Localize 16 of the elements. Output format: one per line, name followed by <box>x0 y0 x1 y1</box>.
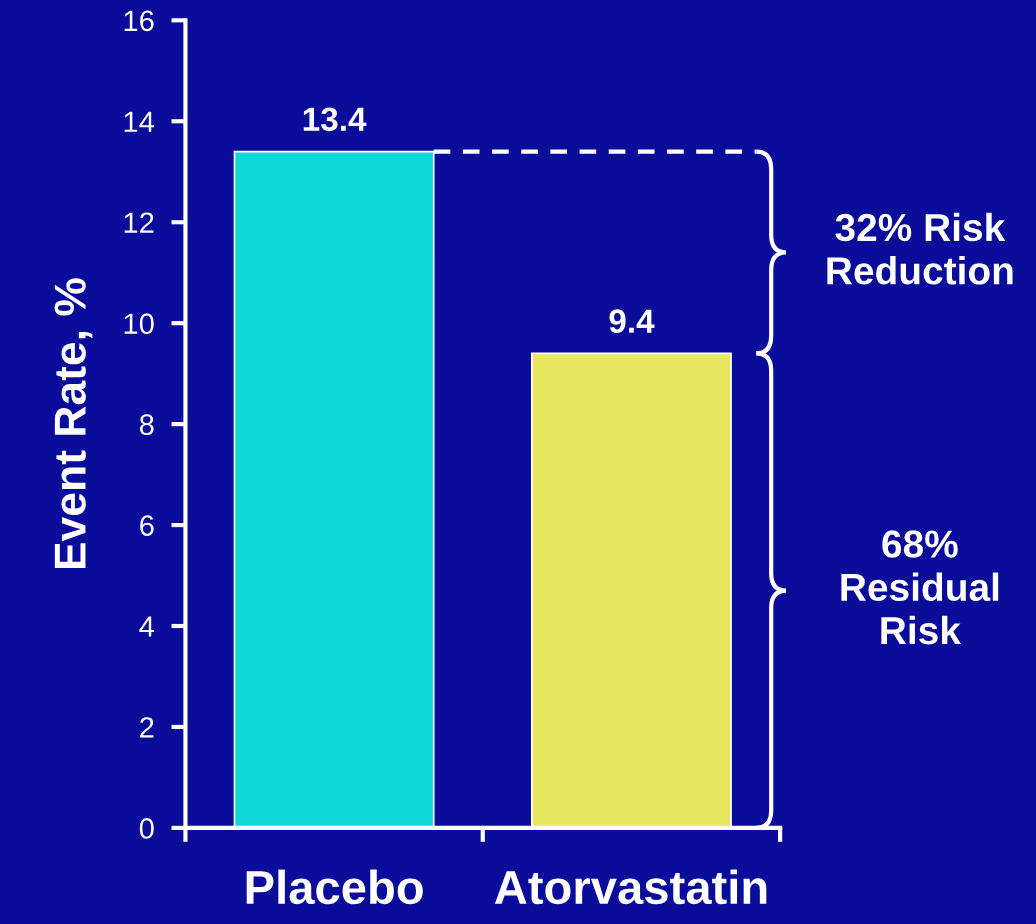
y-tick-label: 0 <box>139 818 154 839</box>
y-tick-label: 14 <box>124 111 155 132</box>
y-tick-label: 12 <box>124 212 154 233</box>
y-tick-label: 2 <box>140 717 154 738</box>
text: 68% Residual Risk <box>841 530 999 645</box>
data-label: 13.4 <box>303 107 367 132</box>
data-label: 9.4 <box>609 309 655 333</box>
y-tick-label: 10 <box>124 313 154 335</box>
x-tick-label: Atorvastatin <box>494 869 767 905</box>
y-tick-label: 6 <box>140 515 154 536</box>
y-tick-label: 8 <box>139 414 154 435</box>
y-tick-label: 16 <box>124 10 154 32</box>
y-axis-title: Event Rate, % <box>54 278 93 569</box>
x-tick-label: Placebo <box>246 869 423 905</box>
y-tick-label: 4 <box>139 616 155 637</box>
text: 32% Risk Reduction <box>827 212 1013 285</box>
